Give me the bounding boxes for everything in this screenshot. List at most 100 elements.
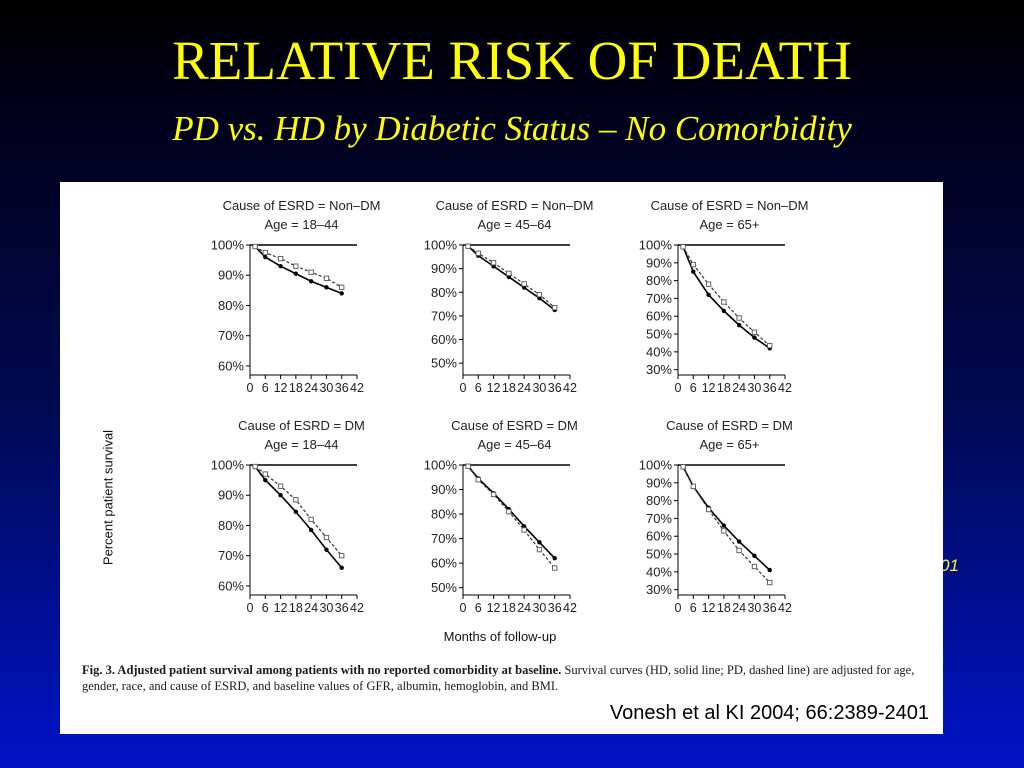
pd-point [339, 284, 345, 290]
hd-point [691, 269, 696, 274]
y-tick-label: 100% [424, 238, 458, 253]
pd-point [277, 255, 284, 262]
x-tick-label: 12 [274, 381, 288, 395]
pd-point [262, 471, 268, 477]
x-tick-label: 42 [778, 601, 792, 615]
y-tick-label: 60% [218, 358, 244, 373]
x-tick-label: 18 [717, 601, 731, 615]
pd-point [705, 506, 712, 513]
y-tick-label: 40% [646, 344, 672, 359]
x-tick-label: 12 [702, 601, 716, 615]
y-tick-label: 50% [646, 327, 672, 342]
pd-point [293, 497, 299, 503]
x-tick-label: 30 [319, 381, 333, 395]
x-tick-label: 24 [304, 381, 318, 395]
slide-title: RELATIVE RISK OF DEATH [172, 30, 852, 91]
pd-point [490, 491, 497, 498]
y-tick-label: 70% [431, 308, 457, 323]
hd-point [552, 556, 557, 561]
x-tick-label: 12 [487, 381, 501, 395]
hd-point [308, 527, 314, 533]
hd-point [263, 254, 268, 260]
hd-point [736, 322, 742, 328]
pd-point [721, 299, 727, 305]
y-axis-label: Percent patient survival [100, 429, 116, 566]
pd-point [506, 270, 512, 277]
x-tick-label: 18 [502, 601, 516, 615]
x-tick-label: 0 [247, 381, 254, 395]
pd-point [680, 464, 686, 470]
pd-point [293, 263, 299, 269]
pd-point [465, 243, 471, 249]
y-tick-label: 30% [646, 582, 672, 597]
y-tick-label: 90% [431, 482, 457, 497]
chart-title-line: Cause of ESRD = DM [666, 418, 793, 433]
pd-point [323, 534, 330, 541]
x-tick-label: 0 [460, 381, 467, 395]
y-tick-label: 100% [639, 458, 673, 473]
pd-point [490, 260, 497, 266]
x-tick-label: 30 [319, 601, 333, 615]
pd-point [521, 281, 527, 287]
pd-point [767, 579, 773, 586]
x-tick-label: 24 [304, 601, 318, 615]
x-axis-label: Months of follow-up [443, 629, 557, 644]
x-tick-label: 6 [475, 381, 482, 395]
pd-point [339, 553, 345, 559]
pd-point [736, 547, 742, 554]
y-tick-label: 50% [646, 547, 672, 562]
hd-point [706, 292, 711, 298]
pd-point [475, 477, 481, 483]
x-tick-label: 0 [675, 381, 682, 395]
y-tick-label: 100% [424, 458, 458, 473]
chart-panel: Cause of ESRD = Non–DM Age = 65+ 30% 40% 50%… [639, 198, 809, 395]
x-tick-label: 36 [335, 601, 349, 615]
y-tick-label: 100% [211, 458, 245, 473]
hd-solid-line [682, 466, 771, 571]
pd-point [751, 329, 758, 335]
x-tick-label: 6 [690, 601, 697, 615]
citation: Vonesh et al KI 2004; 66:2389-2401 [609, 702, 929, 724]
pd-point [521, 527, 527, 533]
y-tick-label: 80% [218, 518, 244, 533]
slide-subtitle: PD vs. HD by Diabetic Status – No Comorb… [172, 109, 852, 148]
x-tick-label: 42 [563, 601, 577, 615]
pd-point [262, 249, 268, 256]
pd-point [536, 546, 543, 553]
hd-point [767, 567, 772, 573]
hd-point [278, 263, 283, 269]
pd-point [323, 275, 330, 281]
chart-title-line: Cause of ESRD = Non–DM [436, 198, 594, 213]
x-tick-label: 0 [460, 601, 467, 615]
hd-point [721, 308, 727, 314]
y-tick-label: 100% [639, 238, 673, 253]
y-tick-label: 90% [218, 488, 244, 503]
pd-point [552, 565, 558, 571]
x-tick-label: 12 [702, 381, 716, 395]
x-tick-label: 42 [350, 381, 364, 395]
pd-point [277, 483, 284, 489]
x-tick-label: 6 [262, 381, 269, 395]
x-tick-label: 18 [289, 601, 303, 615]
chart-panel: Cause of ESRD = Non–DM Age = 18–44 60% 70% 8… [211, 198, 381, 395]
x-tick-label: 36 [763, 381, 777, 395]
chart-title-line: Cause of ESRD = DM [451, 418, 578, 433]
x-tick-label: 24 [732, 601, 746, 615]
x-tick-label: 30 [532, 601, 546, 615]
caption-rest: Survival curves (HD, solid line; PD, das… [82, 663, 915, 693]
pd-point [690, 261, 696, 268]
hd-point [324, 547, 329, 552]
pd-point [308, 516, 314, 523]
pd-point [721, 528, 727, 534]
y-tick-label: 60% [431, 332, 457, 347]
x-tick-label: 36 [548, 381, 562, 395]
partially-hidden-reference-text: 01 [940, 556, 959, 575]
chart-title-line: Cause of ESRD = DM [238, 418, 365, 433]
x-tick-label: 30 [747, 601, 761, 615]
hd-point [752, 335, 757, 340]
x-tick-label: 24 [517, 381, 531, 395]
hd-point [293, 271, 299, 276]
chart-title-line: Age = 45–64 [477, 217, 551, 232]
hd-point [308, 279, 314, 284]
x-tick-label: 36 [548, 601, 562, 615]
